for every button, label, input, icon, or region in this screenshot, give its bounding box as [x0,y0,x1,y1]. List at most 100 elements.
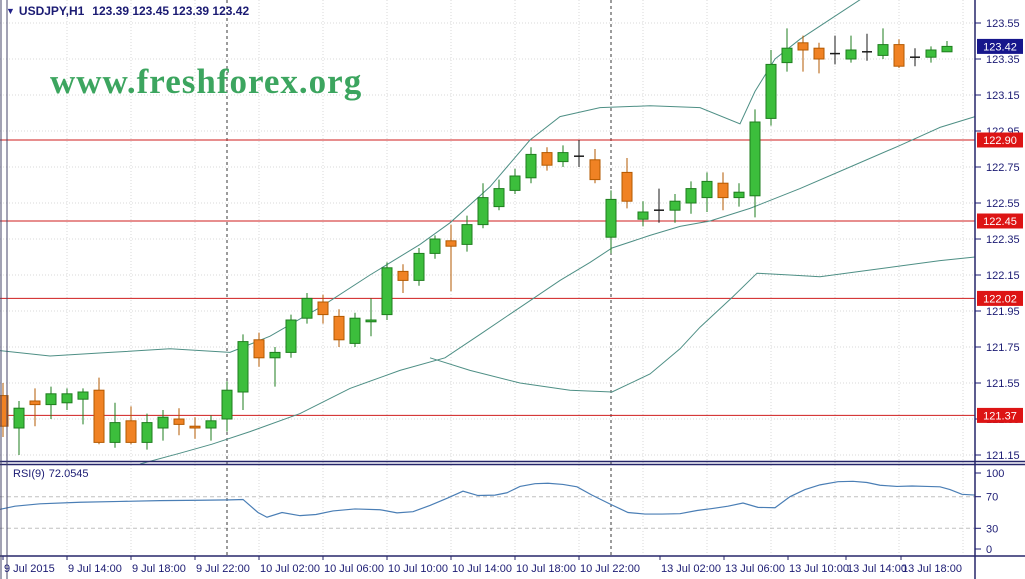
candle-body-up [509,175,521,191]
candle-body-down [621,171,633,202]
candle [525,147,537,184]
band-middle-line [139,116,976,465]
time-axis-label: 13 Jul 10:00 [789,563,849,575]
time-axis-label: 10 Jul 22:00 [580,563,640,575]
candle [685,181,697,214]
candle-body-down [333,315,345,341]
candle [733,183,745,207]
candle [397,264,409,293]
candle [910,48,920,67]
candle [173,408,185,436]
candle-body-up [925,49,937,58]
candle [830,35,840,65]
candle-body-up [461,224,473,245]
price-level-tag [977,290,1023,306]
candle [477,183,489,229]
candle-body-up [269,351,281,359]
candle-body-up [493,188,505,208]
time-axis-label: 13 Jul 06:00 [725,563,785,575]
candle-body-up [637,211,649,220]
price-axis-label: 123.15 [986,90,1020,102]
candle [749,109,761,218]
candle-body-up [365,319,377,323]
candle [77,388,89,425]
tick-direction-icon: ▼ [6,6,15,16]
candle-body-up [205,420,217,429]
candle [237,334,249,410]
candle-body-up [669,200,681,211]
candle [765,50,777,126]
candle-body-up [733,191,745,199]
candle-body-up [301,297,313,319]
time-axis-label: 9 Jul 22:00 [196,563,250,575]
candle-body-up [477,197,489,226]
price-axis-label: 121.95 [986,306,1020,318]
rsi-indicator-value: 72.0545 [48,468,89,480]
band-lower-line [429,256,976,393]
price-level-tag [977,132,1023,148]
candle-body-up [781,47,793,64]
price-level-tag [977,407,1023,423]
time-axis-label: 10 Jul 06:00 [324,563,384,575]
candle-body-down [717,182,729,199]
candle [574,140,584,167]
price-axis-label: 121.75 [986,342,1020,354]
ohlc-readout: 123.39 123.45 123.39 123.42 [92,4,250,18]
band-upper-line [0,0,861,357]
candle [349,312,361,347]
rsi-indicator-name: RSI(9) [13,468,45,480]
candle [221,381,233,432]
candle [205,415,217,441]
candle [541,147,553,171]
price-level-tag [977,213,1023,229]
rsi-axis-label: 0 [986,544,992,556]
candle-body-up [285,319,297,353]
candle [637,201,649,227]
price-axis-label: 122.35 [986,234,1020,246]
candle [317,294,329,324]
rsi-axis-label: 70 [986,492,998,504]
candle-body-up [141,422,153,443]
candle [381,262,393,320]
time-axis-label: 10 Jul 02:00 [260,563,320,575]
time-axis-label: 10 Jul 14:00 [452,563,512,575]
rsi-indicator-label: RSI(9) 72.0545 [13,468,93,480]
time-axis-label: 10 Jul 18:00 [516,563,576,575]
candle [13,401,25,455]
candle [0,383,9,437]
price-level-tag-value: 122.45 [983,216,1017,228]
candle [589,149,601,184]
candle-body-up [557,152,569,163]
current-price-tag [977,38,1023,54]
candle-body-down [173,418,185,425]
candle [269,347,281,387]
candle-body-up [413,252,425,281]
candle [45,386,57,419]
current-price-tag-value: 123.42 [983,41,1017,53]
candle-body-up [429,238,441,254]
candle-body-down [589,159,601,181]
candle [557,145,569,167]
candle [285,314,297,358]
candle [941,41,953,53]
candle-body-down [125,420,137,443]
candle-body-up [61,393,73,404]
price-axis-label: 122.15 [986,270,1020,282]
candle-body-down [29,400,41,406]
candle [893,39,905,68]
price-level-tag-value: 121.37 [983,410,1017,422]
candle [93,377,105,445]
price-axis-label: 122.75 [986,162,1020,174]
candle [797,35,809,72]
candle-body-down [541,152,553,166]
candle-body-up [877,44,889,56]
price-axis-label: 121.55 [986,378,1020,390]
candle-body-down [189,425,201,429]
candle-body-up [941,45,953,53]
candle-body-down [397,270,409,281]
candle [605,190,617,254]
candle-body-up [221,389,233,420]
time-axis-label: 13 Jul 14:00 [847,563,907,575]
